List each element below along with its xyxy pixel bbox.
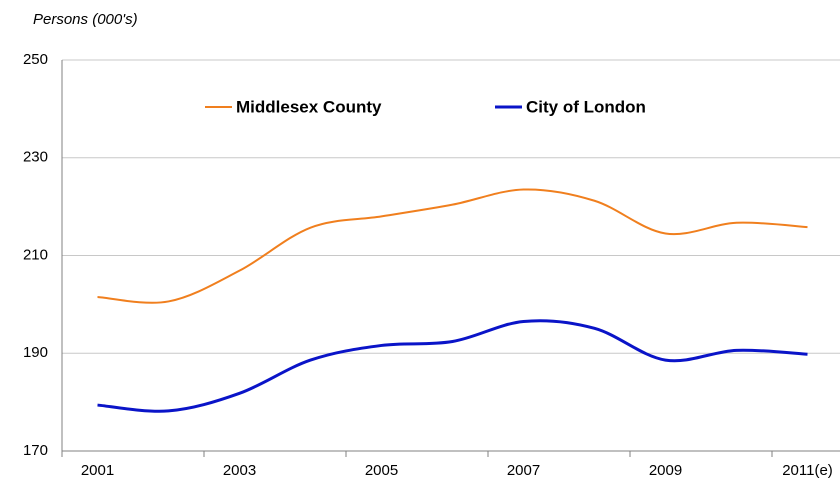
legend-label: Middlesex County (236, 97, 382, 116)
x-tick-label: 2001 (81, 462, 114, 479)
series-line (97, 188, 808, 304)
series-line (97, 319, 808, 413)
legend-label: City of London (526, 97, 646, 116)
x-tick-label: 2011(e) (782, 462, 833, 479)
y-tick-label: 190 (23, 344, 48, 361)
y-tick-label: 170 (23, 442, 48, 459)
x-tick-label: 2007 (507, 462, 540, 479)
x-tick-label: 2003 (223, 462, 256, 479)
y-tick-label: 250 (23, 51, 48, 68)
y-tick-label: 230 (23, 149, 48, 166)
y-axis-label: Persons (000's) (33, 11, 138, 28)
x-tick-label: 2009 (649, 462, 682, 479)
y-tick-label: 210 (23, 246, 48, 263)
x-tick-label: 2005 (365, 462, 398, 479)
